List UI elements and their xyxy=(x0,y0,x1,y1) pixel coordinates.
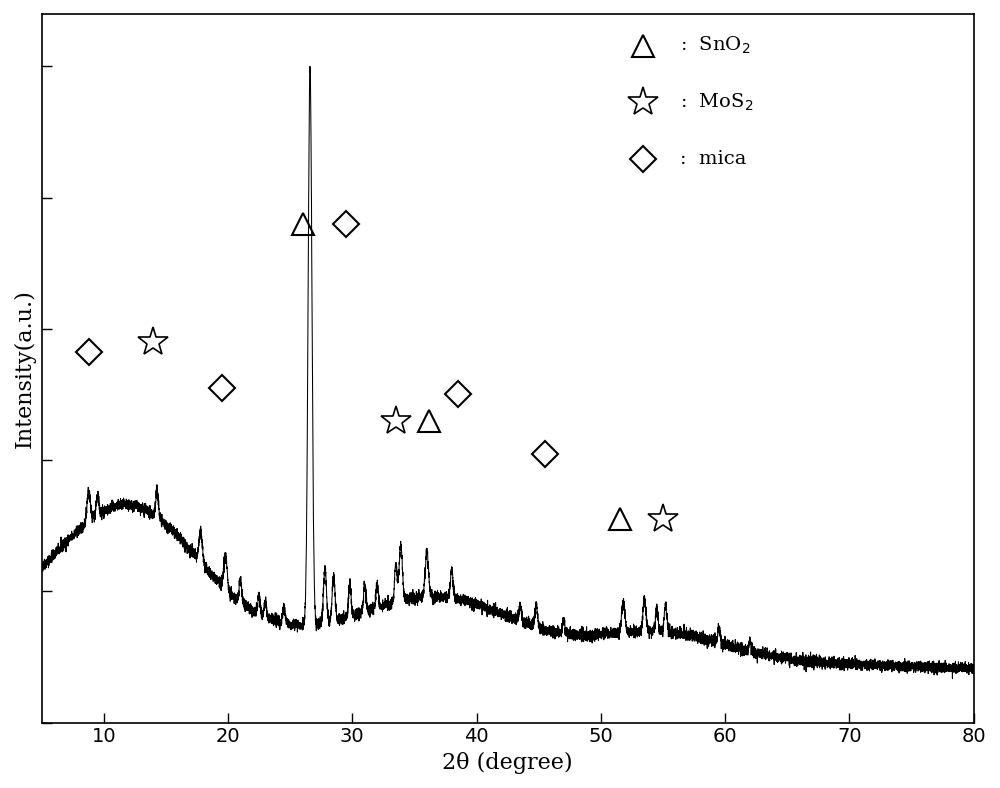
Y-axis label: Intensity(a.u.): Intensity(a.u.) xyxy=(14,289,36,448)
Text: :  SnO$_2$: : SnO$_2$ xyxy=(680,35,750,57)
X-axis label: 2θ (degree): 2θ (degree) xyxy=(442,752,573,774)
Text: :  MoS$_2$: : MoS$_2$ xyxy=(680,92,754,113)
Text: :  mica: : mica xyxy=(680,151,747,168)
